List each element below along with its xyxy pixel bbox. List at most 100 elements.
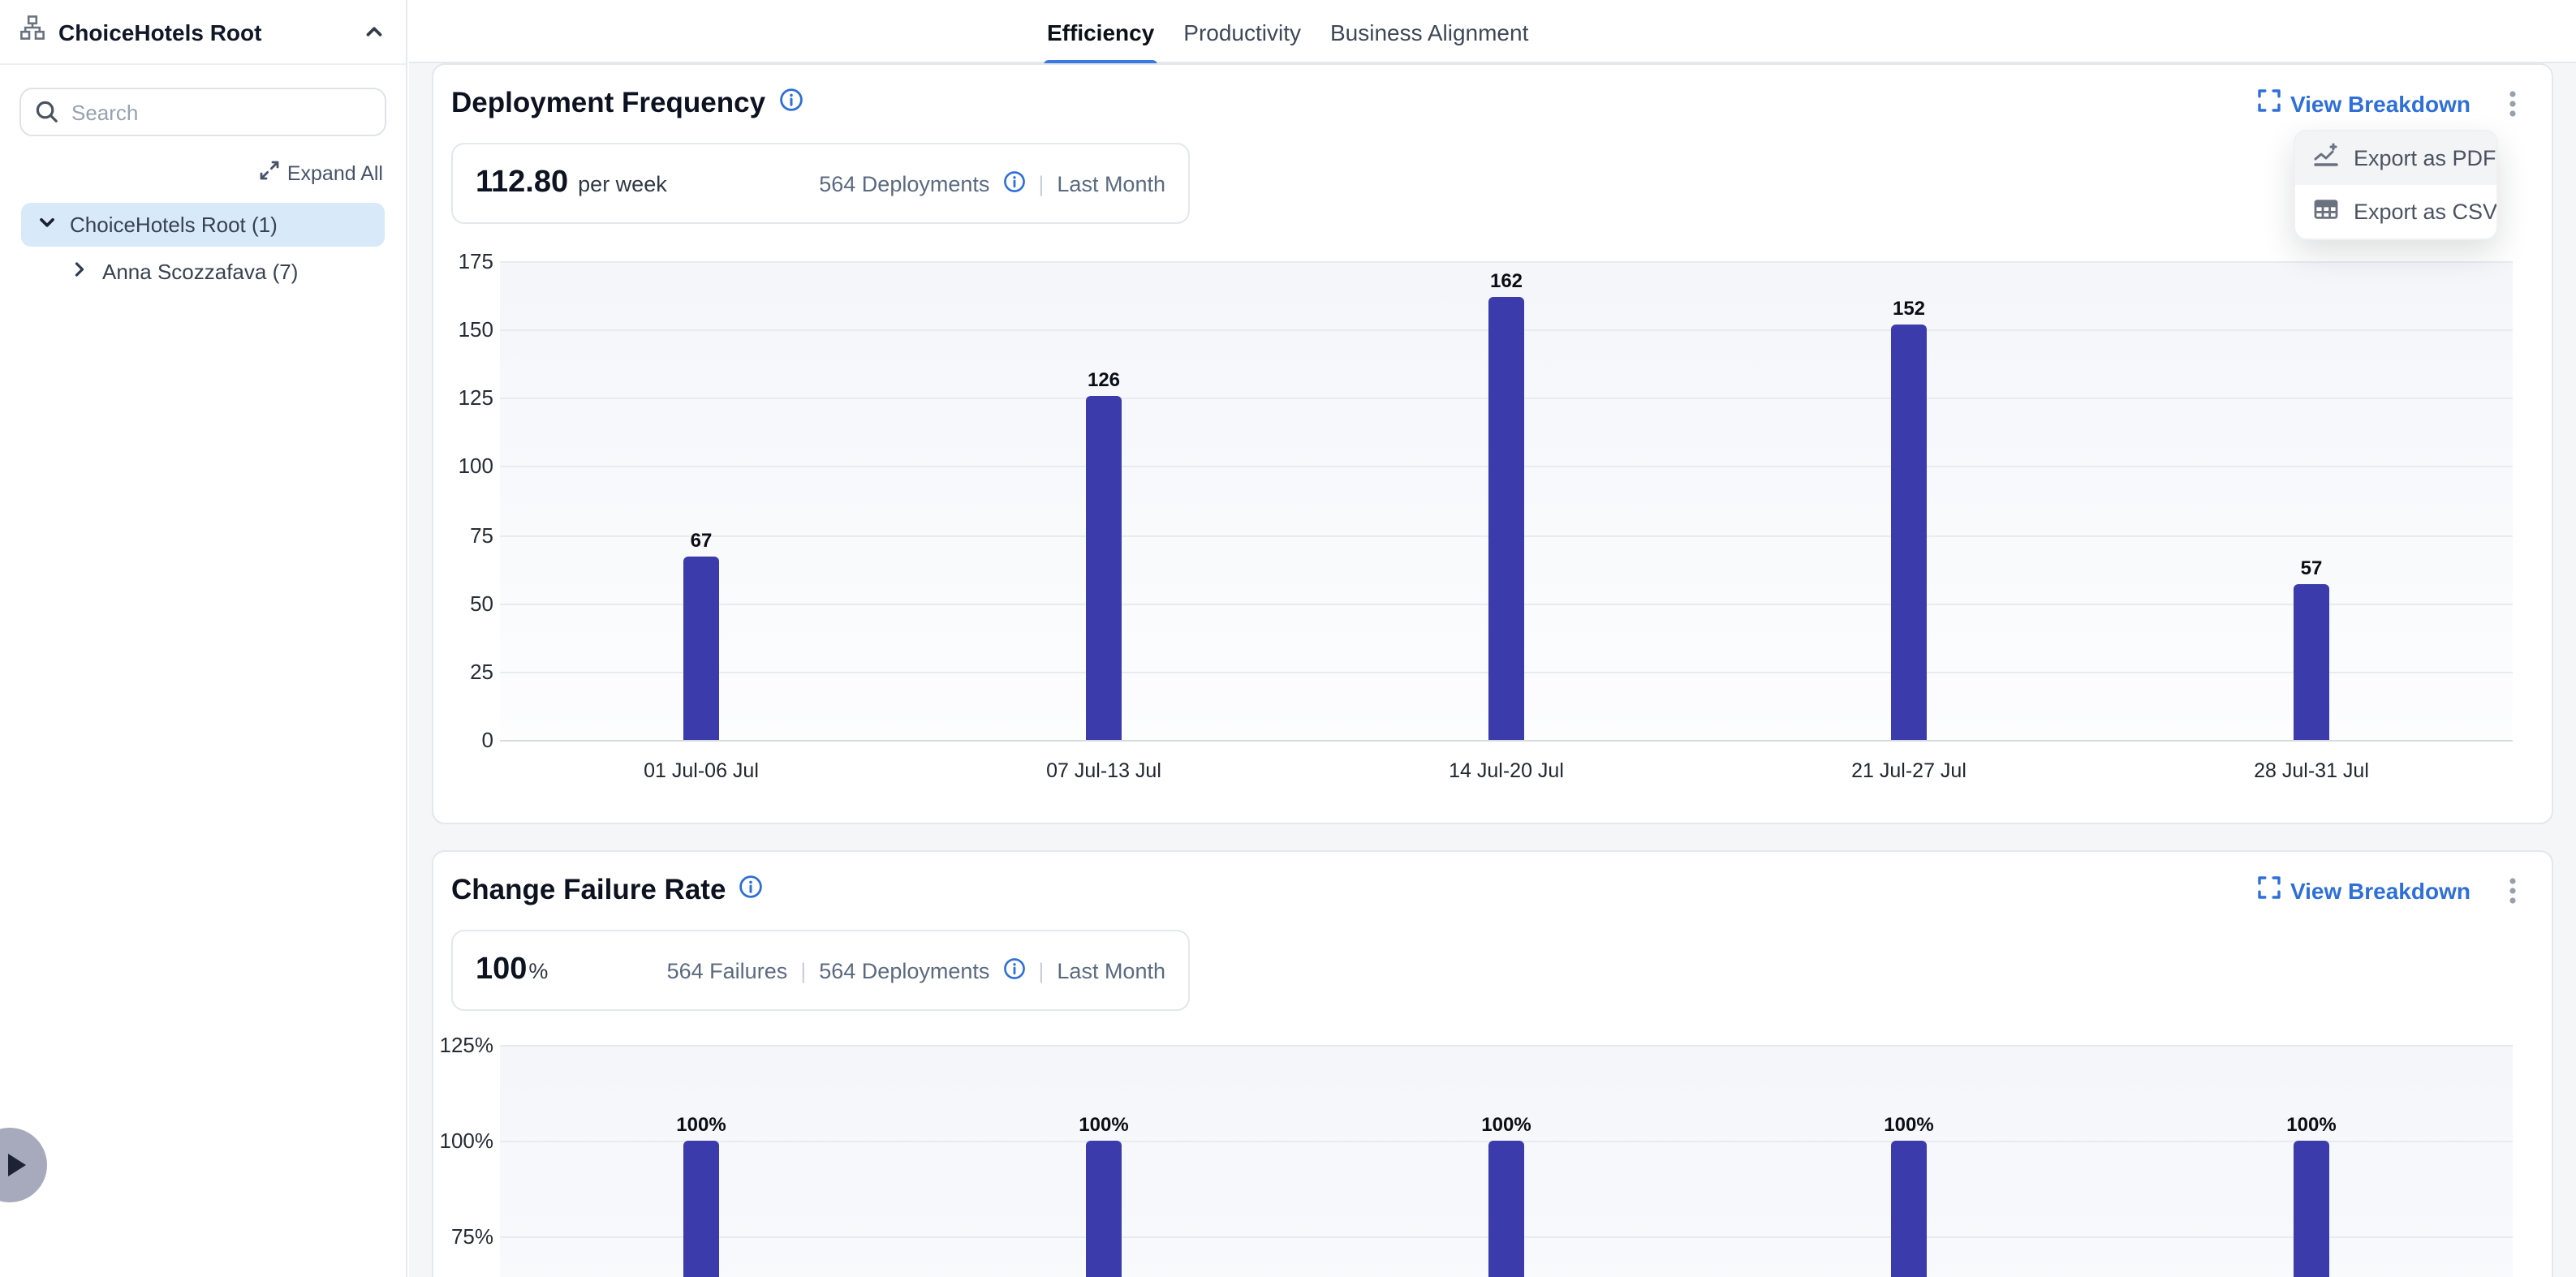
expand-all-button[interactable]: Expand All [23,161,383,185]
view-breakdown-label: View Breakdown [2290,877,2470,903]
stat-meta-period: Last Month [1057,958,1165,982]
y-axis-label: 50 [470,591,493,616]
kebab-menu-icon[interactable] [2500,88,2526,118]
bar-value-label: 162 [1489,269,1523,292]
expand-all-label: Expand All [286,161,383,184]
stat-unit: % [528,959,549,983]
tree-item-label: ChoiceHotels Root (1) [70,213,278,237]
tree-item-anna-scozzafava[interactable]: Anna Scozzafava (7) [54,250,385,294]
stat-unit: per week [578,172,667,196]
card-title: Change Failure Rate [451,873,726,905]
bar[interactable] [1086,395,1122,740]
bar-value-label: 57 [2300,556,2323,579]
gridline [500,1045,2513,1047]
bar[interactable] [1086,1141,1122,1277]
stat-meta-period: Last Month [1057,171,1165,196]
bar[interactable] [2294,583,2329,740]
bar[interactable] [2294,1141,2329,1277]
menu-item-export-pdf[interactable]: Export as PDF [2295,131,2496,185]
x-axis-label: 28 Jul-31 Jul [2254,759,2369,782]
deployment-frequency-chart: 175 150 125 100 75 50 25 0 67 01 Jul-06 Jul 126 07 … [451,249,2513,805]
y-axis-label: 0 [481,728,493,752]
tab-efficiency[interactable]: Efficiency [1044,0,1158,65]
y-axis-label: 175 [458,249,493,273]
view-breakdown-button[interactable]: View Breakdown [2258,876,2470,904]
plot-area: 100% 100% 100% 100% 100% [500,1045,2513,1277]
deployment-frequency-card: Deployment Frequency [432,63,2553,824]
info-icon[interactable] [1002,957,1025,984]
gridline [500,740,2513,742]
divider: | [1038,171,1045,196]
kebab-menu-icon[interactable] [2500,875,2526,905]
y-axis-label: 75% [450,1224,493,1249]
bar-value-label: 152 [1892,296,1926,320]
main-area: Efficiency Productivity Business Alignme… [409,0,2576,1277]
stat-meta-failures: 564 Failures [666,958,788,982]
divider: | [1038,958,1045,982]
tab-label: Business Alignment [1330,19,1529,45]
chevron-right-icon[interactable] [68,258,91,286]
tab-label: Productivity [1183,19,1301,45]
sidebar-header: ChoiceHotels Root [0,0,406,65]
stat-meta-deployments: 564 Deployments [819,171,990,196]
bar-value-label: 67 [690,529,713,553]
deployment-frequency-stat: 112.80 per week 564 Deployments | [451,143,1190,224]
tab-productivity[interactable]: Productivity [1180,0,1304,63]
search-input[interactable] [19,88,386,136]
change-failure-rate-stat: 100 % 564 Failures | 564 Deployments [451,930,1190,1011]
bar[interactable] [1488,1141,1524,1277]
info-icon[interactable] [739,874,763,906]
bar-value-label: 100% [1481,1113,1531,1136]
menu-item-label: Export as CSV [2354,200,2498,224]
bar-value-label: 100% [1884,1113,1934,1136]
info-icon[interactable] [778,87,803,119]
change-failure-rate-chart: 125% 100% 75% 100% 100% 100% 100% 100% [440,1033,2513,1277]
tab-label: Efficiency [1047,19,1155,45]
y-axis-label: 100% [439,1129,494,1153]
menu-item-export-csv[interactable]: Export as CSV [2295,185,2496,239]
active-tab-underline [1044,60,1158,65]
tab-business-alignment[interactable]: Business Alignment [1327,0,1531,63]
table-icon [2313,196,2339,227]
tab-bar: Efficiency Productivity Business Alignme… [409,0,2576,65]
export-menu: Export as PDF Export as CSV [2294,130,2498,240]
bar-value-label: 100% [676,1113,726,1136]
tree-item-choicehotels-root[interactable]: ChoiceHotels Root (1) [21,203,385,247]
dashboard-content: Deployment Frequency [409,63,2576,1277]
y-axis-label: 100 [458,454,493,479]
y-axis-label: 25 [470,659,493,684]
info-icon[interactable] [1002,170,1025,197]
sidebar-title: ChoiceHotels Root [58,19,262,45]
expand-corners-icon [2258,89,2281,117]
search-icon [34,99,60,133]
bar-value-label: 126 [1087,368,1121,391]
sidebar-search [19,88,386,136]
expand-corners-icon [2258,876,2281,904]
bar[interactable] [1891,1141,1927,1277]
bar[interactable] [683,557,719,740]
card-title: Deployment Frequency [451,86,766,118]
stat-meta-deployments: 564 Deployments [819,958,990,982]
gridline [500,261,2513,263]
y-axis-label: 150 [458,317,493,342]
bar[interactable] [683,1141,719,1277]
x-axis-label: 01 Jul-06 Jul [644,759,759,782]
expand-diagonal-arrows-icon [260,161,279,185]
org-hierarchy-icon [19,15,45,49]
x-axis-label: 14 Jul-20 Jul [1449,759,1564,782]
y-axis-label: 75 [470,522,493,548]
view-breakdown-button[interactable]: View Breakdown [2258,89,2470,117]
bar-value-label: 100% [1079,1113,1129,1136]
y-axis-label: 125 [458,385,493,411]
bar[interactable] [1488,296,1524,740]
bar[interactable] [1891,324,1927,740]
stat-value: 112.80 [476,166,569,200]
chevron-down-icon[interactable] [36,211,58,239]
sidebar-collapse-handle[interactable] [0,1128,47,1202]
play-arrow-icon [8,1154,26,1176]
change-failure-rate-card: Change Failure Rate [432,850,2553,1277]
org-tree: ChoiceHotels Root (1) Anna Scozzafava (7… [0,203,406,294]
x-axis-label: 21 Jul-27 Jul [1851,759,1966,782]
sidebar-collapse-chevron-up-icon[interactable] [362,19,386,44]
